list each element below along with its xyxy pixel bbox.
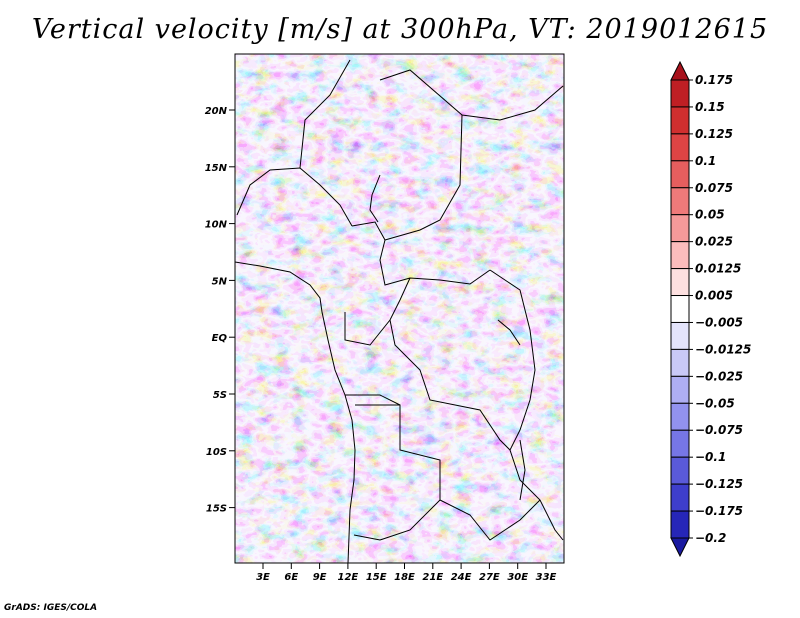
colorbar-label: −0.0125 [695,342,751,356]
map-frame [234,53,565,564]
colorbar-segment [670,348,690,377]
colorbar-label: 0.075 [695,181,733,195]
colorbar-segment [670,160,690,189]
grads-credit: GrADS: IGES/COLA [4,603,98,613]
lon-label: 3E [256,572,270,583]
colorbar-label: −0.025 [695,369,743,383]
lat-label: 10N [205,220,228,231]
lat-label: 15N [205,163,228,174]
colorbar-label: −0.005 [695,315,743,329]
colorbar-label: −0.175 [695,504,743,518]
colorbar-segment [670,429,690,458]
lon-label: 30E [507,572,528,583]
colorbar-max-arrow [670,60,690,81]
colorbar-label: −0.05 [695,396,735,410]
colorbar-segment [670,295,690,323]
colorbar-label: −0.125 [695,477,743,491]
colorbar-segment [670,241,690,270]
lon-label: 12E [338,572,359,583]
colorbar: 0.175 0.15 0.125 0.1 0.075 0.05 0.025 0.0125 0.0… [670,60,751,558]
colorbar-label: −0.075 [695,423,743,437]
latitude-axis: 20N 15N 10N 5N EQ 5S 10S 15S [205,106,235,515]
colorbar-label: −0.2 [695,531,726,545]
colorbar-segment [670,79,690,108]
colorbar-label: 0.005 [695,289,733,303]
longitude-axis: 3E 6E 9E 12E 15E 18E 21E 24E 27E 30E 33E [256,563,557,583]
lon-label: 15E [366,572,387,583]
map-panel [234,53,565,564]
lat-label: EQ [212,333,228,344]
colorbar-segment [670,456,690,485]
lon-label: 6E [284,572,298,583]
colorbar-min-arrow [670,537,690,558]
colorbar-label: 0.125 [695,127,733,141]
lon-label: 33E [536,572,557,583]
colorbar-segment [670,268,690,297]
coastlines-and-borders [235,59,564,563]
lon-label: 21E [422,572,443,583]
colorbar-segment [670,133,690,162]
colorbar-segment [670,402,690,431]
colorbar-segment [670,510,690,539]
colorbar-label: 0.15 [695,100,725,114]
colorbar-label: 0.0125 [695,262,741,276]
colorbar-segment [670,483,690,512]
velocity-field [235,54,564,563]
lat-label: 10S [206,447,227,458]
colorbar-segment [670,187,690,216]
colorbar-segment [670,375,690,404]
colorbar-label: 0.025 [695,235,733,249]
lon-label: 9E [313,572,327,583]
lon-label: 27E [479,572,500,583]
colorbar-label: 0.175 [695,73,733,87]
lon-label: 24E [451,572,472,583]
colorbar-segment [670,106,690,135]
colorbar-label: −0.1 [695,450,726,464]
colorbar-label: 0.1 [695,154,716,168]
lat-label: 15S [206,504,227,515]
lat-label: 20N [205,106,228,117]
map-title: Vertical velocity [m/s] at 300hPa, VT: 2… [31,14,769,45]
colorbar-segment [670,321,690,350]
colorbar-segment [670,214,690,243]
lon-label: 18E [394,572,415,583]
lat-label: 5S [213,390,227,401]
colorbar-label: 0.05 [695,208,725,222]
lat-label: 5N [212,276,228,287]
